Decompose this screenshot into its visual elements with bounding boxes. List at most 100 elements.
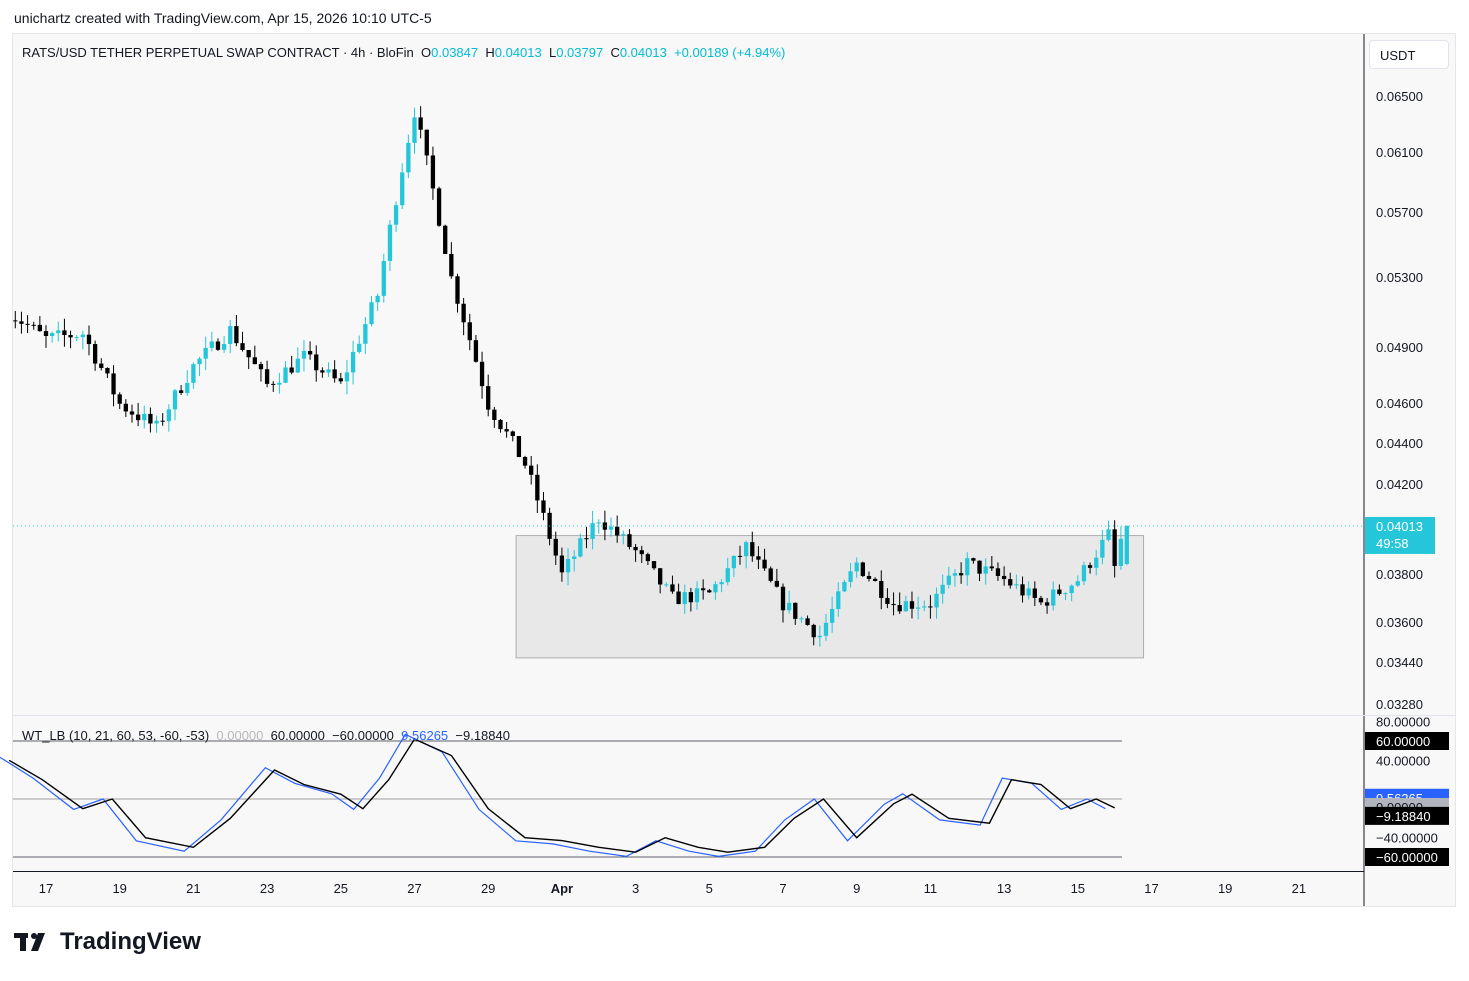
candle [123, 403, 128, 412]
candle [283, 367, 288, 383]
candle [559, 555, 565, 573]
wt2-line [8, 738, 1116, 853]
candle [1014, 584, 1019, 586]
candle [209, 341, 214, 348]
low-label: L [548, 45, 557, 60]
candle [455, 276, 460, 304]
candle [940, 584, 945, 594]
candle [424, 129, 429, 156]
price-axis-label: 0.04600 [1376, 396, 1423, 411]
candle [909, 601, 915, 609]
candle [639, 550, 644, 555]
candle [756, 556, 761, 560]
candle [731, 555, 737, 569]
candle [860, 562, 865, 577]
candle [271, 383, 276, 385]
candle [725, 568, 730, 583]
candle [277, 382, 282, 385]
candle [105, 367, 110, 374]
candle [676, 591, 681, 605]
candle [1075, 581, 1080, 586]
candle [989, 566, 994, 569]
indicator-value-2: −60.00000 [332, 728, 394, 743]
candle [19, 321, 24, 324]
time-axis-label: 11 [924, 881, 938, 896]
candle [479, 361, 485, 387]
candle [983, 566, 988, 574]
candle [572, 556, 577, 559]
tradingview-brand[interactable]: TradingView [14, 928, 201, 956]
candle [178, 390, 184, 393]
candle [934, 593, 939, 608]
symbol-title[interactable]: RATS/USD TETHER PERPETUAL SWAP CONTRACT … [22, 45, 414, 60]
candle [504, 429, 509, 432]
time-axis-label: 27 [407, 881, 421, 896]
candle [117, 394, 122, 404]
time-axis-label: 17 [39, 881, 53, 896]
time-axis-label: 19 [112, 881, 126, 896]
candle [891, 603, 896, 606]
candle [289, 367, 294, 373]
candle [922, 606, 927, 608]
price-axis-label: 0.03800 [1376, 567, 1423, 582]
candle [129, 411, 135, 415]
candle [307, 350, 313, 355]
candle [1020, 584, 1025, 596]
wt2-tag-value: −9.18840 [1376, 809, 1431, 824]
candle [1069, 585, 1074, 594]
candle [651, 561, 657, 569]
candle [664, 584, 669, 586]
candle [516, 436, 522, 458]
indicator-axis-label: 80.00000 [1376, 715, 1430, 730]
candle [1026, 588, 1031, 596]
time-axis-label: 7 [779, 881, 786, 896]
price-axis-label: 0.03600 [1376, 615, 1423, 630]
candle [49, 333, 55, 336]
indicator-name[interactable]: WT_LB (10, 21, 60, 53, -60, -53) [22, 728, 210, 743]
candle [584, 538, 589, 540]
candle [1106, 529, 1111, 540]
candle [357, 343, 362, 352]
high-value: 0.04013 [494, 45, 542, 60]
candle [228, 326, 233, 344]
candle [1001, 575, 1007, 580]
price-axis-label: 0.03440 [1376, 655, 1423, 670]
candle [958, 573, 964, 576]
candle [590, 523, 595, 539]
brand-name: TradingView [60, 928, 201, 955]
candle [191, 364, 196, 383]
candle [295, 358, 300, 373]
time-axis-label: Apr [551, 881, 573, 896]
candle [332, 369, 337, 379]
candle [1081, 565, 1087, 582]
candle [92, 344, 98, 364]
candle [578, 538, 583, 557]
candle [197, 358, 202, 365]
candle [498, 419, 503, 430]
candle [1118, 538, 1124, 566]
indicator-value-3: 9.56265 [401, 728, 449, 743]
candle [314, 354, 319, 371]
candle [866, 576, 872, 579]
candle [737, 555, 743, 557]
candle [430, 155, 436, 189]
candle [387, 224, 393, 261]
candle [608, 526, 614, 530]
time-axis-label: 5 [706, 881, 713, 896]
indicator-axis-label: 40.00000 [1376, 753, 1430, 768]
candle [13, 320, 18, 322]
candle [369, 302, 374, 325]
candle [344, 372, 350, 382]
candle [240, 343, 245, 351]
candle [645, 554, 651, 562]
candle [166, 409, 171, 422]
candle [25, 323, 30, 325]
candle [418, 117, 423, 130]
candle [43, 331, 49, 336]
currency-button[interactable]: USDT [1369, 40, 1449, 69]
candle [965, 558, 970, 576]
candle [836, 591, 841, 609]
candle [1100, 539, 1105, 558]
candle [885, 597, 890, 604]
